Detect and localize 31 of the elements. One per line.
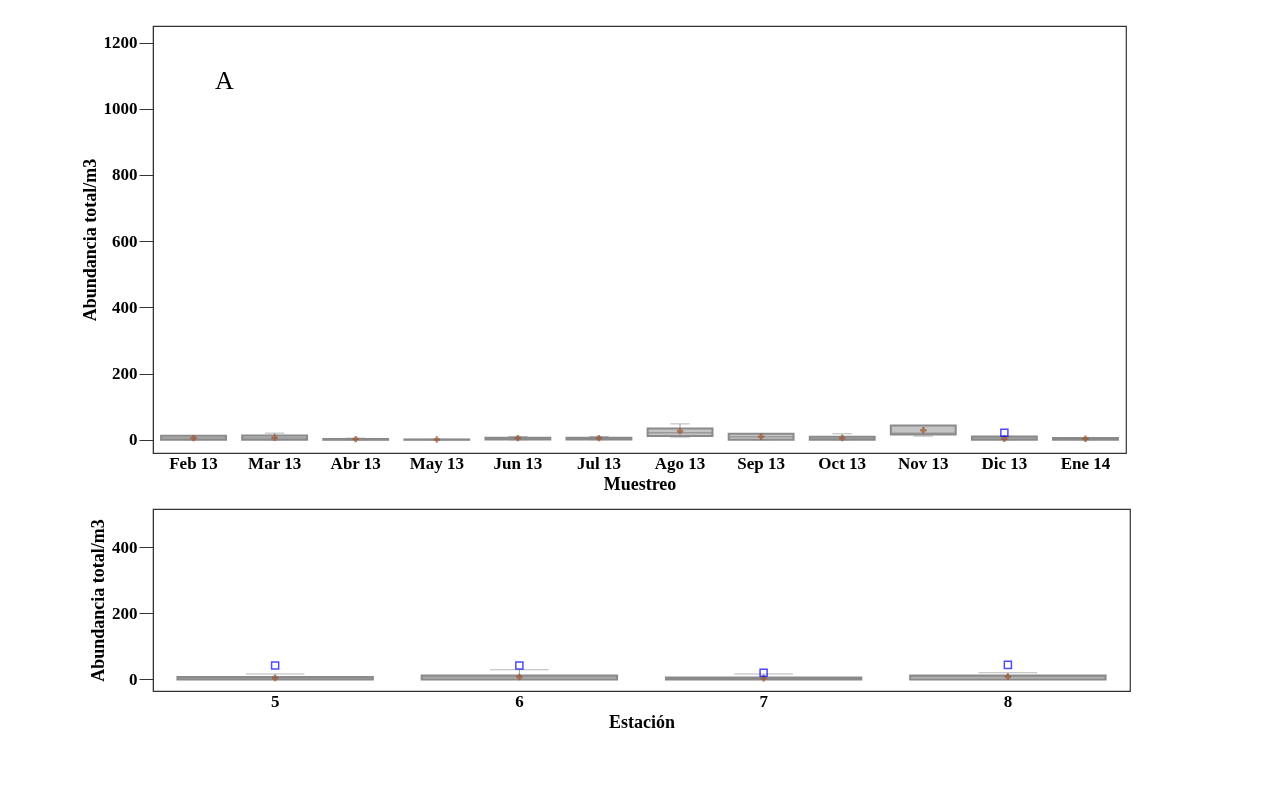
x-tick-label: Sep 13 <box>737 453 785 473</box>
x-tick-label: 5 <box>270 691 280 711</box>
x-tick-label: 6 <box>515 691 524 711</box>
x-tick-label: Nov 13 <box>898 453 949 473</box>
y-tick-label: 800 <box>112 165 138 185</box>
x-tick-label: May 13 <box>409 453 464 473</box>
y-tick-label: 1200 <box>103 33 138 53</box>
x-axis-title: Estación <box>608 711 676 732</box>
x-tick-label: Jul 13 <box>576 453 621 473</box>
x-tick-label: Oct 13 <box>818 453 867 473</box>
x-tick-label: Jun 13 <box>493 453 543 473</box>
y-tick-label: 1000 <box>103 99 138 119</box>
x-tick-label: Ago 13 <box>654 453 706 473</box>
x-tick-label: Mar 13 <box>248 453 302 473</box>
y-tick-label: 200 <box>112 364 138 384</box>
y-axis-title: Abundancia total/m3 <box>88 519 108 682</box>
x-tick-label: Dic 13 <box>981 453 1028 473</box>
y-tick-label: 400 <box>112 537 138 557</box>
y-tick-label: 400 <box>112 297 138 317</box>
y-tick-label: 0 <box>129 430 138 450</box>
y-tick-label: 0 <box>129 669 138 689</box>
y-tick-label: 600 <box>112 231 138 251</box>
x-tick-label: Ene 14 <box>1060 453 1111 473</box>
x-tick-label: 8 <box>1003 691 1013 711</box>
x-axis-title: Muestreo <box>603 473 677 494</box>
x-tick-label: Feb 13 <box>169 453 218 473</box>
y-axis-title: Abundancia total/m3 <box>79 158 100 322</box>
x-tick-label: 7 <box>759 691 769 711</box>
y-tick-label: 200 <box>112 603 138 623</box>
x-tick-label: Abr 13 <box>330 453 381 473</box>
annotation: A <box>215 66 234 95</box>
